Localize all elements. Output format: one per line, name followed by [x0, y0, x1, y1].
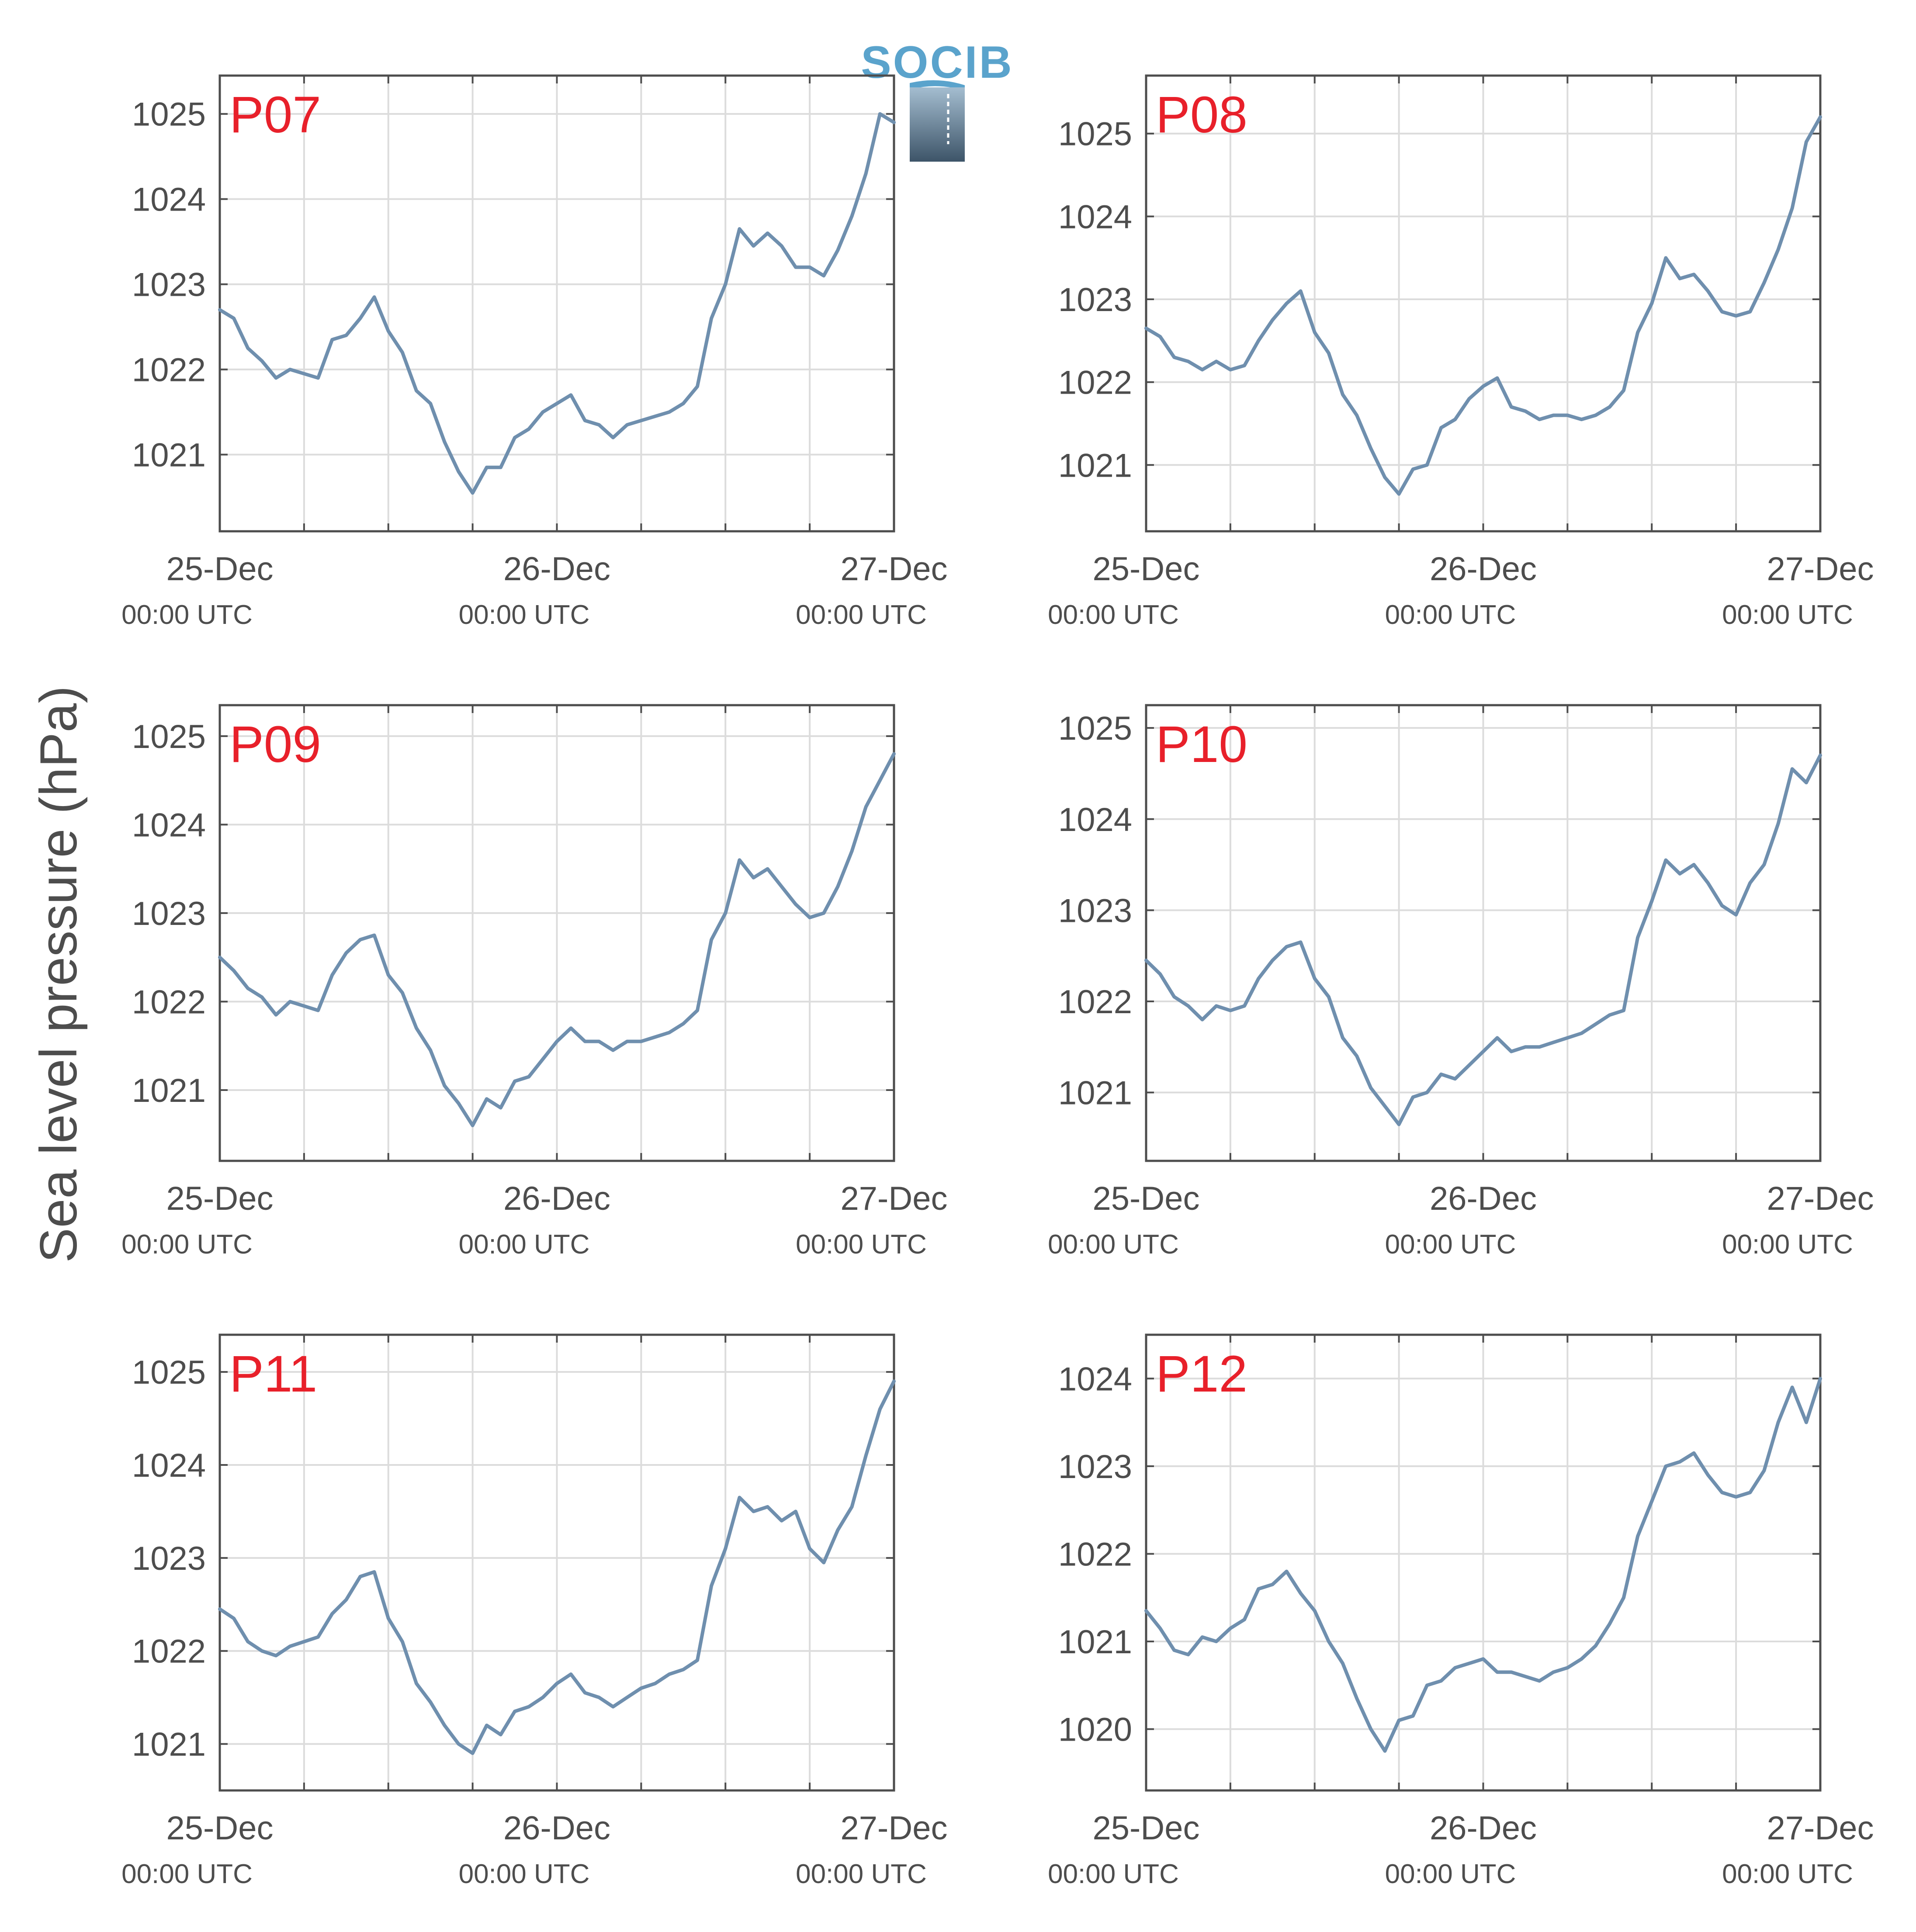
- x-tick-time-label: 00:00 UTC: [459, 1229, 590, 1260]
- y-tick-label: 1024: [132, 1447, 206, 1484]
- pressure-series-line: [1144, 753, 1822, 1126]
- pressure-series-line: [1144, 115, 1822, 496]
- panel-title: P07: [229, 86, 321, 144]
- panel-title: P09: [229, 716, 321, 773]
- y-tick-label: 1024: [1058, 198, 1132, 235]
- y-tick-label: 1025: [132, 96, 206, 133]
- x-tick-time-label: 00:00 UTC: [796, 600, 927, 630]
- plot-frame: [1145, 704, 1822, 1162]
- x-tick-date-label: 25-Dec: [1093, 1180, 1200, 1217]
- x-tick-time-label: 00:00 UTC: [1385, 1859, 1516, 1889]
- x-tick-date-label: 26-Dec: [1430, 1180, 1537, 1217]
- panel-title: P10: [1156, 716, 1247, 773]
- y-tick-label: 1023: [1058, 1448, 1132, 1485]
- x-tick-time-label: 00:00 UTC: [459, 600, 590, 630]
- chart-panel: 1020 1021 1022 1023 1024 P12 25-Dec 00:00 UTC 26…: [1048, 1333, 1874, 1889]
- x-tick-date-label: 27-Dec: [841, 551, 948, 588]
- y-tick-label: 1024: [132, 807, 206, 844]
- y-tick-label: 1024: [1058, 1361, 1132, 1398]
- x-tick-time-label: 00:00 UTC: [796, 1859, 927, 1889]
- plot-frame: [1145, 1333, 1822, 1792]
- panel-title: P12: [1156, 1345, 1247, 1403]
- x-tick-date-label: 25-Dec: [166, 1810, 274, 1847]
- x-tick-time-label: 00:00 UTC: [121, 1229, 253, 1260]
- panel-title: P11: [229, 1345, 317, 1403]
- y-tick-label: 1025: [132, 1354, 206, 1391]
- y-tick-label: 1024: [1058, 801, 1132, 838]
- y-tick-label: 1021: [132, 1072, 206, 1109]
- y-tick-label: 1023: [1058, 892, 1132, 929]
- y-tick-label: 1025: [1058, 116, 1132, 153]
- y-tick-label: 1022: [132, 983, 206, 1021]
- y-tick-label: 1020: [1058, 1711, 1132, 1748]
- x-tick-date-label: 26-Dec: [503, 1180, 610, 1217]
- y-tick-label: 1023: [132, 895, 206, 932]
- y-tick-label: 1021: [132, 437, 206, 474]
- x-tick-date-label: 25-Dec: [1093, 1810, 1200, 1847]
- chart-panel: 1021 1022 1023 1024 1025 P11 25-Dec 00:00 UTC 26…: [121, 1333, 948, 1889]
- chart-panel: 1021 1022 1023 1024 1025 P08 25-Dec 00:00 UTC 26…: [1048, 74, 1874, 630]
- y-tick-label: 1022: [1058, 364, 1132, 402]
- x-tick-date-label: 27-Dec: [841, 1810, 948, 1847]
- x-tick-time-label: 00:00 UTC: [1385, 1229, 1516, 1260]
- x-tick-time-label: 00:00 UTC: [1048, 1859, 1179, 1889]
- socib-logo-wave: [910, 80, 965, 91]
- y-tick-label: 1025: [1058, 710, 1132, 747]
- y-tick-label: 1025: [132, 718, 206, 755]
- x-tick-date-label: 27-Dec: [1767, 1810, 1874, 1847]
- y-tick-label: 1021: [1058, 1624, 1132, 1661]
- chart-panel: 1021 1022 1023 1024 1025 P10 25-Dec 00:00 UTC 26…: [1048, 704, 1874, 1260]
- y-tick-label: 1024: [132, 181, 206, 218]
- y-tick-label: 1021: [1058, 447, 1132, 484]
- y-tick-label: 1021: [132, 1726, 206, 1763]
- socib-logo-text: SOCIB: [861, 37, 1013, 88]
- pressure-series-line: [1144, 1377, 1822, 1753]
- pressure-series-line: [218, 1379, 896, 1755]
- x-tick-date-label: 27-Dec: [1767, 551, 1874, 588]
- socib-logo-block: [910, 87, 965, 162]
- x-tick-time-label: 00:00 UTC: [1048, 1229, 1179, 1260]
- plot-frame: [1145, 74, 1822, 533]
- plot-frame: [218, 74, 895, 533]
- y-tick-label: 1023: [132, 267, 206, 304]
- y-tick-label: 1023: [132, 1540, 206, 1577]
- x-tick-date-label: 27-Dec: [841, 1180, 948, 1217]
- x-tick-time-label: 00:00 UTC: [1722, 1229, 1853, 1260]
- x-tick-time-label: 00:00 UTC: [1722, 1859, 1853, 1889]
- y-tick-label: 1023: [1058, 281, 1132, 319]
- y-axis-label: Sea level pressure (hPa): [29, 686, 88, 1263]
- x-tick-time-label: 00:00 UTC: [459, 1859, 590, 1889]
- x-tick-date-label: 25-Dec: [166, 1180, 274, 1217]
- socib-logo: SOCIB: [861, 37, 1013, 162]
- panel-title: P08: [1156, 86, 1247, 144]
- x-tick-date-label: 26-Dec: [1430, 551, 1537, 588]
- pressure-series-line: [218, 112, 896, 495]
- pressure-series-line: [218, 752, 896, 1127]
- chart-panel: 1021 1022 1023 1024 1025 P09 25-Dec 00:00 UTC 26…: [121, 704, 948, 1260]
- x-tick-date-label: 27-Dec: [1767, 1180, 1874, 1217]
- x-tick-date-label: 26-Dec: [503, 1810, 610, 1847]
- x-tick-time-label: 00:00 UTC: [121, 1859, 253, 1889]
- x-tick-time-label: 00:00 UTC: [1048, 600, 1179, 630]
- x-tick-time-label: 00:00 UTC: [1385, 600, 1516, 630]
- x-tick-date-label: 26-Dec: [503, 551, 610, 588]
- plot-frame: [218, 1333, 895, 1792]
- y-tick-label: 1022: [132, 352, 206, 389]
- chart-panel: 1021 1022 1023 1024 1025 P07 25-Dec 00:00 UTC 26…: [121, 74, 948, 630]
- x-tick-time-label: 00:00 UTC: [121, 600, 253, 630]
- x-tick-date-label: 25-Dec: [166, 551, 274, 588]
- x-tick-time-label: 00:00 UTC: [1722, 600, 1853, 630]
- x-tick-time-label: 00:00 UTC: [796, 1229, 927, 1260]
- plot-frame: [218, 704, 895, 1162]
- y-tick-label: 1021: [1058, 1075, 1132, 1112]
- y-tick-label: 1022: [1058, 1536, 1132, 1573]
- x-tick-date-label: 26-Dec: [1430, 1810, 1537, 1847]
- y-tick-label: 1022: [1058, 983, 1132, 1021]
- x-tick-date-label: 25-Dec: [1093, 551, 1200, 588]
- y-tick-label: 1022: [132, 1633, 206, 1670]
